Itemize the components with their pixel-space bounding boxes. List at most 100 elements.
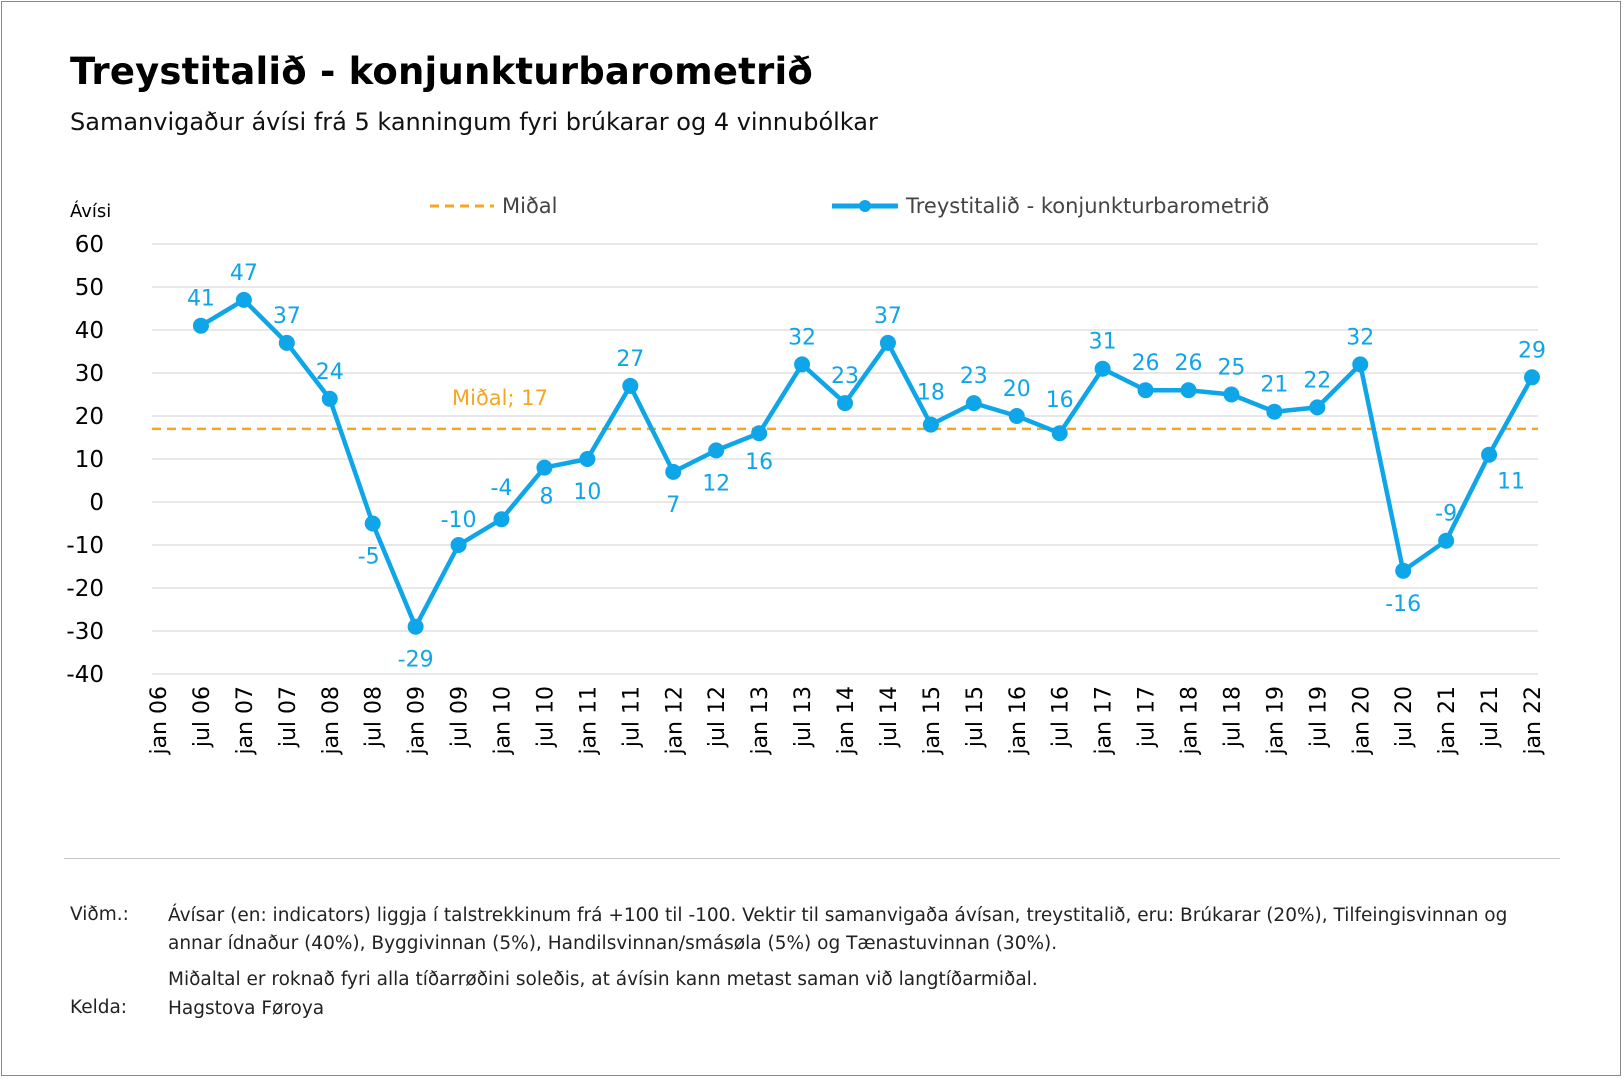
- data-label: 27: [616, 347, 644, 372]
- chart-subtitle: Samanvigaður ávísi frá 5 kanningum fyri …: [70, 108, 878, 136]
- x-tick-label: jan 19: [1263, 686, 1288, 756]
- source-label: Kelda:: [70, 997, 128, 1018]
- data-label: 22: [1303, 368, 1331, 393]
- data-label: 16: [745, 450, 773, 475]
- data-point: [1266, 403, 1283, 420]
- y-tick-label: 50: [75, 275, 104, 301]
- data-point: [922, 416, 939, 433]
- y-tick-label: 60: [75, 232, 104, 258]
- data-point: [192, 317, 209, 334]
- data-point: [235, 291, 252, 308]
- data-label: 31: [1089, 330, 1117, 355]
- legend: Miðal Treystitalið - konjunkturbarometri…: [430, 194, 1269, 218]
- data-point: [708, 442, 725, 459]
- data-point: [1180, 382, 1197, 399]
- data-point: [794, 356, 811, 373]
- data-label: 20: [1003, 377, 1031, 402]
- source-text: Hagstova Føroya: [168, 998, 325, 1019]
- x-tick-label: jan 07: [233, 686, 258, 756]
- y-tick-label: 40: [75, 318, 104, 344]
- data-label: 10: [573, 480, 601, 505]
- x-tick-label: jan 16: [1006, 686, 1031, 756]
- data-label: 32: [788, 325, 816, 350]
- separator-line: [64, 858, 1560, 859]
- x-tick-label: jan 08: [319, 686, 344, 756]
- data-point: [1223, 386, 1240, 403]
- x-tick-label: jul 14: [877, 686, 902, 748]
- y-axis-ticks: 60 50 40 30 20 10 0 -10 -20 -30 -40: [66, 232, 104, 688]
- x-tick-label: jan 17: [1092, 686, 1117, 756]
- x-tick-label: jul 09: [448, 686, 473, 748]
- data-point: [579, 451, 596, 467]
- data-label: -16: [1385, 592, 1421, 617]
- x-tick-label: jan 21: [1435, 686, 1460, 756]
- mean-label: Miðal; 17: [452, 386, 548, 410]
- series-line: [199, 297, 1534, 629]
- data-label: 26: [1132, 351, 1160, 376]
- x-tick-label: jan 12: [662, 686, 687, 756]
- y-tick-label: -30: [66, 619, 104, 645]
- x-tick-label: jan 15: [920, 686, 945, 756]
- data-point: [751, 425, 768, 442]
- data-point: [536, 459, 553, 476]
- x-tick-label: jan 14: [834, 686, 859, 756]
- data-label: -10: [441, 508, 477, 533]
- notes-text-mean: Miðaltal er roknað fyri alla tíðarrøðini…: [168, 969, 1038, 990]
- data-label: -5: [358, 545, 380, 570]
- y-tick-label: -10: [66, 533, 104, 559]
- legend-series-label: Treystitalið - konjunkturbarometrið: [905, 194, 1269, 218]
- data-label: -9: [1435, 502, 1457, 527]
- data-label: 21: [1260, 373, 1288, 398]
- y-tick-label: 30: [75, 361, 104, 387]
- data-label: 32: [1346, 325, 1374, 350]
- x-tick-label: jan 10: [491, 686, 516, 756]
- data-label: 37: [273, 304, 301, 329]
- legend-mean-label: Miðal: [502, 194, 558, 218]
- x-tick-label: jul 08: [362, 686, 387, 748]
- series-points: [192, 291, 1540, 635]
- data-label: 7: [666, 493, 680, 518]
- y-tick-label: 20: [75, 404, 104, 430]
- data-point: [278, 334, 295, 351]
- data-label: 25: [1217, 356, 1245, 381]
- series-data-labels: 41 47 37 24 -5 -29 -10 -4 8 10 27 7 12 16 32 23 37 18 23 20…: [187, 261, 1546, 673]
- x-tick-label: jan 20: [1349, 686, 1374, 756]
- data-label: 16: [1046, 388, 1074, 413]
- x-tick-label: jan 18: [1178, 686, 1203, 756]
- data-label: 26: [1175, 351, 1203, 376]
- x-tick-label: jul 20: [1392, 686, 1417, 748]
- x-tick-label: jul 19: [1306, 686, 1331, 748]
- data-label: -29: [398, 648, 434, 673]
- y-tick-label: 10: [75, 447, 104, 473]
- x-tick-label: jul 06: [190, 686, 215, 748]
- data-label: 18: [917, 381, 945, 406]
- data-point: [665, 463, 682, 480]
- y-tick-label: -20: [66, 576, 104, 602]
- x-tick-label: jul 21: [1478, 686, 1503, 748]
- data-label: 12: [702, 471, 730, 496]
- y-tick-label: -40: [66, 662, 104, 688]
- data-point: [1137, 382, 1154, 399]
- y-axis-title: Ávísi: [70, 200, 111, 222]
- gridlines: [152, 243, 1538, 675]
- data-point: [1395, 562, 1412, 579]
- notes-text: Ávísar (en: indicators) liggja í talstre…: [168, 905, 1508, 954]
- data-point: [965, 395, 982, 412]
- x-tick-label: jul 15: [963, 686, 988, 748]
- data-label: 11: [1497, 470, 1525, 495]
- data-label: 29: [1518, 338, 1546, 363]
- x-tick-label: jan 11: [576, 686, 601, 756]
- x-tick-label: jan 22: [1521, 686, 1546, 756]
- x-tick-label: jan 06: [147, 686, 172, 756]
- data-point: [1051, 425, 1068, 442]
- data-label: 37: [874, 304, 902, 329]
- x-tick-label: jul 07: [276, 686, 301, 748]
- data-point: [493, 511, 510, 528]
- data-point: [1008, 408, 1025, 424]
- chart-title: Treystitalið - konjunkturbarometrið: [70, 50, 814, 93]
- data-point: [407, 618, 424, 635]
- data-point: [450, 537, 467, 553]
- legend-series-marker: [859, 200, 871, 212]
